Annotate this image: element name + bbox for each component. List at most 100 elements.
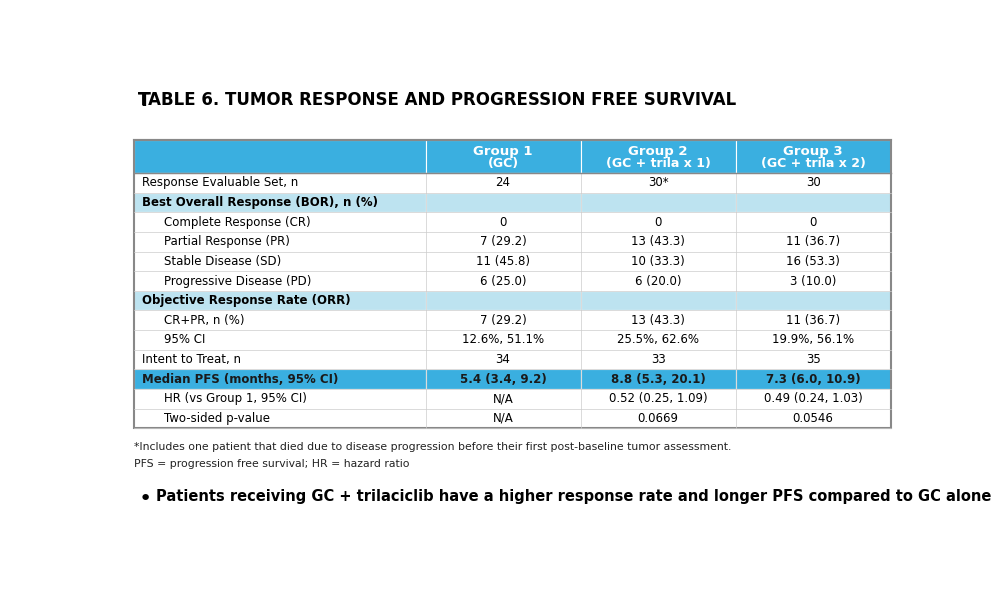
Bar [736,232,891,252]
Bar [134,409,426,428]
Text: 5.4 (3.4, 9.2): 5.4 (3.4, 9.2) [460,373,546,386]
Text: TABLE 6. TUMOR RESPONSE AND PROGRESSION FREE SURVIVAL: TABLE 6. TUMOR RESPONSE AND PROGRESSION … [138,91,736,109]
Bar [581,213,736,232]
Text: 11 (45.8): 11 (45.8) [476,255,530,268]
Text: 33: 33 [651,353,665,366]
Text: Group 3: Group 3 [783,146,843,158]
Bar [426,370,581,389]
Bar [581,252,736,271]
Text: (GC + trila x 1): (GC + trila x 1) [606,157,711,170]
Text: Response Evaluable Set, n: Response Evaluable Set, n [142,176,298,190]
Bar [736,350,891,370]
Bar [134,213,426,232]
Text: 6 (20.0): 6 (20.0) [635,275,681,288]
Text: 12.6%, 51.1%: 12.6%, 51.1% [462,333,544,347]
Bar [581,350,736,370]
Bar [736,271,891,291]
Text: 34: 34 [496,353,510,366]
Bar [736,213,891,232]
Text: 95% CI: 95% CI [164,333,205,347]
Bar [426,350,581,370]
Text: 8.8 (5.3, 20.1): 8.8 (5.3, 20.1) [611,373,705,386]
Bar [134,140,426,173]
Bar [426,271,581,291]
Text: 3 (10.0): 3 (10.0) [790,275,836,288]
Bar [736,252,891,271]
Bar [736,193,891,213]
Text: N/A: N/A [493,393,513,405]
Bar [581,140,736,173]
Bar [581,389,736,409]
Text: (GC + trila x 2): (GC + trila x 2) [761,157,866,170]
Text: 13 (43.3): 13 (43.3) [631,314,685,327]
Bar [581,291,736,310]
Text: 30*: 30* [648,176,668,190]
Text: Patients receiving GC + trilaciclib have a higher response rate and longer PFS c: Patients receiving GC + trilaciclib have… [156,489,991,504]
Text: 13 (43.3): 13 (43.3) [631,236,685,248]
Text: 0.0669: 0.0669 [638,412,679,425]
Bar [581,232,736,252]
Bar [134,310,426,330]
Text: 10 (33.3): 10 (33.3) [631,255,685,268]
Bar [426,409,581,428]
Text: 6 (25.0): 6 (25.0) [480,275,526,288]
Bar [581,409,736,428]
Text: CR+PR, n (%): CR+PR, n (%) [164,314,244,327]
Text: 11 (36.7): 11 (36.7) [786,236,840,248]
Text: Two-sided p-value: Two-sided p-value [164,412,270,425]
Text: T: T [138,91,151,110]
Text: TABLE 6. TUMOR RESPONSE AND PROGRESSION FREE SURVIVAL: TABLE 6. TUMOR RESPONSE AND PROGRESSION … [138,91,736,109]
Bar [134,252,426,271]
Bar [426,140,581,173]
Text: 0.0546: 0.0546 [793,412,834,425]
Text: Progressive Disease (PD): Progressive Disease (PD) [164,275,311,288]
Bar [426,213,581,232]
Bar [736,330,891,350]
Bar [736,409,891,428]
Bar [134,271,426,291]
Text: •: • [138,489,151,509]
Bar [736,173,891,193]
Bar [134,140,891,428]
Text: Objective Response Rate (ORR): Objective Response Rate (ORR) [142,294,351,307]
Text: 7.3 (6.0, 10.9): 7.3 (6.0, 10.9) [766,373,860,386]
Bar [426,252,581,271]
Text: *Includes one patient that died due to disease progression before their first po: *Includes one patient that died due to d… [134,442,732,452]
Text: HR (vs Group 1, 95% CI): HR (vs Group 1, 95% CI) [164,393,307,405]
Text: 19.9%, 56.1%: 19.9%, 56.1% [772,333,854,347]
Text: Stable Disease (SD): Stable Disease (SD) [164,255,281,268]
Bar [426,232,581,252]
Text: Best Overall Response (BOR), n (%): Best Overall Response (BOR), n (%) [142,196,378,209]
Bar [581,330,736,350]
Bar [134,370,426,389]
Bar [134,291,426,310]
Text: Group 1: Group 1 [473,146,533,158]
Text: (GC): (GC) [487,157,519,170]
Text: Complete Response (CR): Complete Response (CR) [164,216,310,229]
Bar [134,389,426,409]
Bar [426,330,581,350]
Bar [736,389,891,409]
Bar [134,193,426,213]
Bar [134,330,426,350]
Bar [736,370,891,389]
Bar [426,173,581,193]
Text: 24: 24 [496,176,511,190]
Text: 0: 0 [654,216,662,229]
Text: 11 (36.7): 11 (36.7) [786,314,840,327]
Text: 0.52 (0.25, 1.09): 0.52 (0.25, 1.09) [609,393,707,405]
Text: Group 2: Group 2 [628,146,688,158]
Text: Intent to Treat, n: Intent to Treat, n [142,353,241,366]
Bar [581,193,736,213]
Text: 0.49 (0.24, 1.03): 0.49 (0.24, 1.03) [764,393,863,405]
Bar [134,173,426,193]
Bar [426,291,581,310]
Text: 16 (53.3): 16 (53.3) [786,255,840,268]
Bar [426,389,581,409]
Bar [426,310,581,330]
Text: 0: 0 [499,216,507,229]
Bar [736,310,891,330]
Bar [581,173,736,193]
Bar [426,193,581,213]
Bar [736,291,891,310]
